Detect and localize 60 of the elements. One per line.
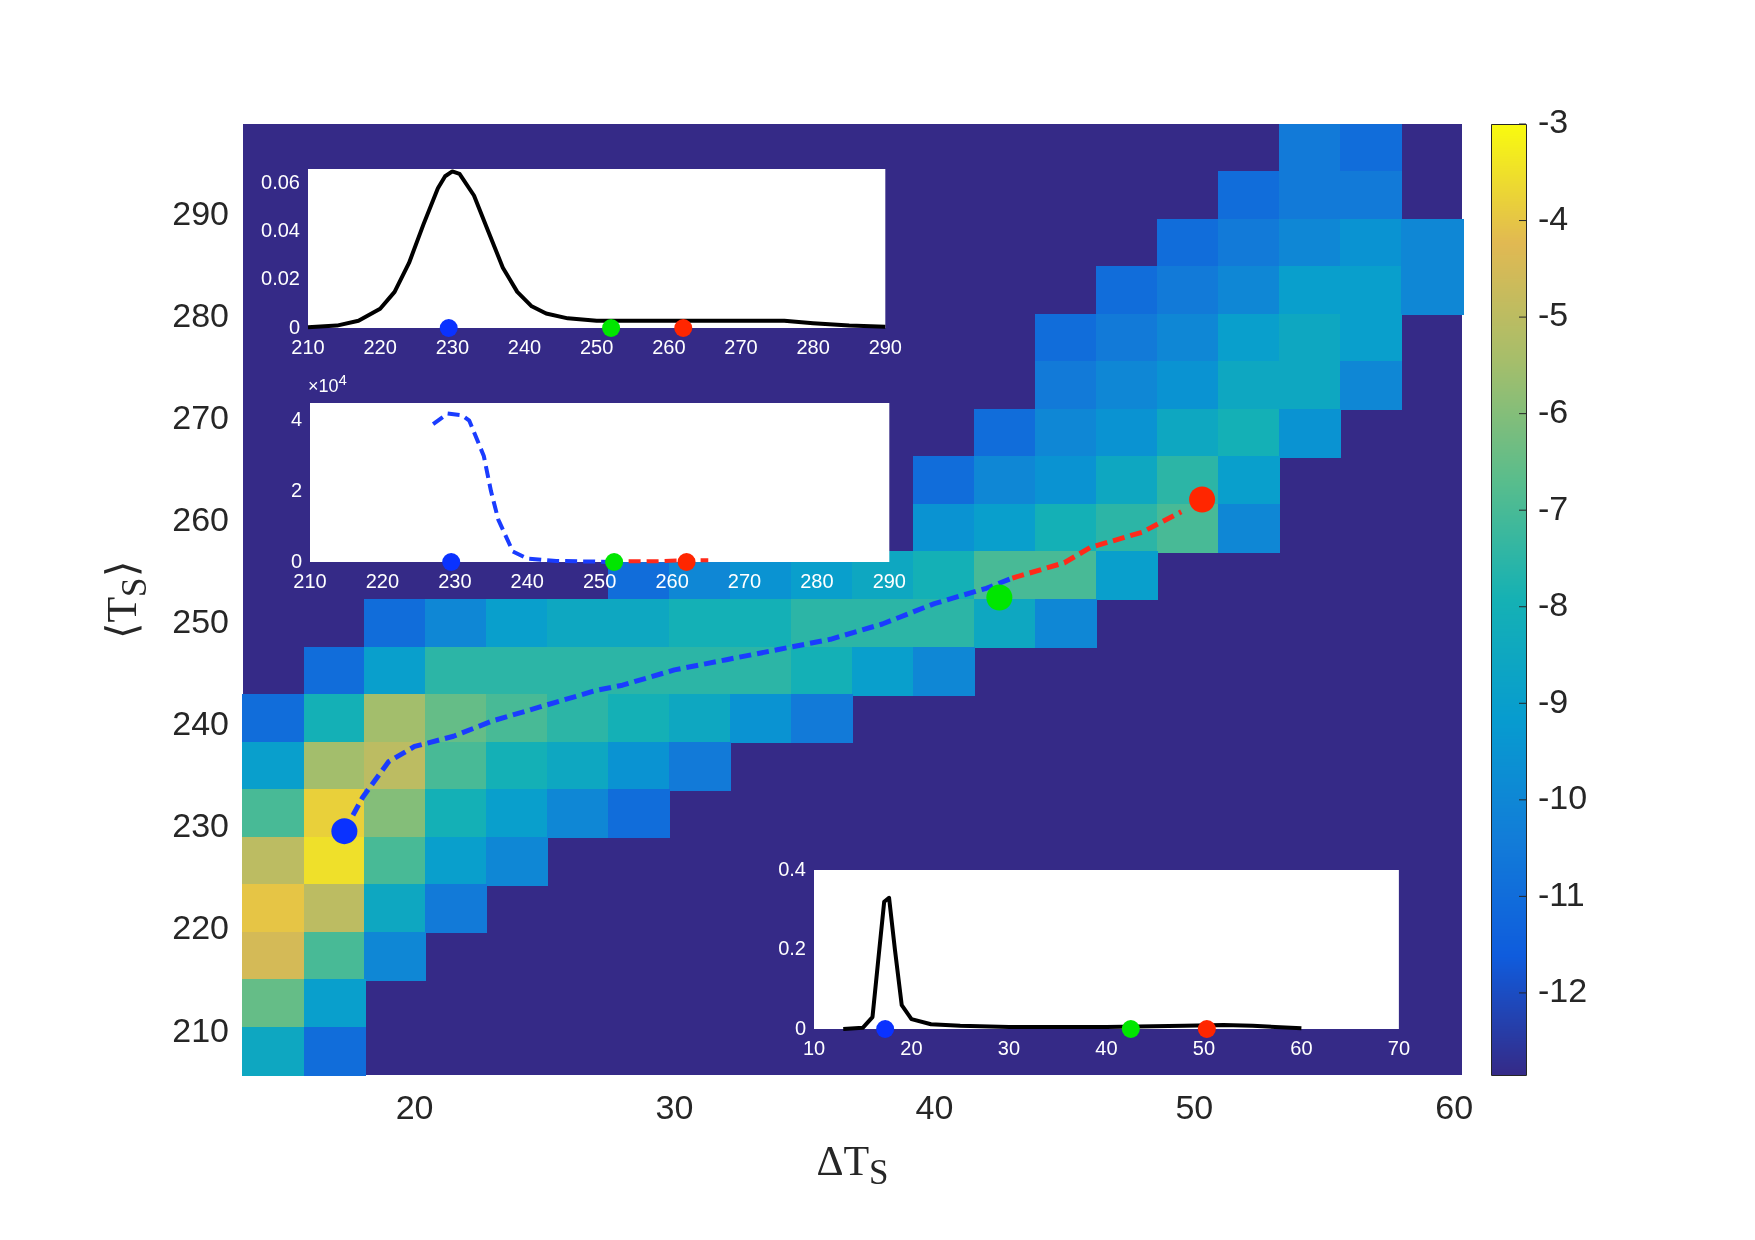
color-bar-label: -5: [1538, 295, 1569, 334]
x-tick-label: 60: [1435, 1087, 1474, 1126]
x-tick-label: 20: [395, 1087, 434, 1126]
x-tick-label: 290: [872, 569, 906, 592]
x-axis-title: ΔT$_{S}$: [815, 1137, 890, 1194]
x-tick-label: 230: [438, 569, 472, 592]
x-tick-label: 280: [800, 569, 834, 592]
x-tick-label: 40: [1095, 1036, 1118, 1059]
y-tick-label: 220: [172, 908, 229, 947]
y-tick-label: 270: [172, 398, 229, 437]
color-bar-label: -12: [1538, 971, 1588, 1010]
x-tick-label: 270: [727, 569, 762, 592]
x-tick-label: 220: [363, 335, 397, 358]
x-tick-label: 20: [900, 1036, 923, 1059]
y-tick-label: 240: [172, 704, 229, 743]
point: [986, 584, 1013, 611]
x-tick-label: 240: [507, 335, 542, 358]
point: [331, 818, 358, 845]
color-bar-label: -4: [1538, 198, 1569, 237]
color-bar-label: -11: [1538, 874, 1585, 913]
y-tick-label: 4: [290, 408, 302, 431]
x-tick-label: 290: [868, 335, 902, 358]
y-tick-label: 230: [172, 806, 229, 845]
y-tick-label: 0.06: [261, 170, 300, 193]
y-tick-label: 2: [290, 478, 302, 501]
y-tick-label: 260: [172, 500, 229, 539]
y-tick-label: 0.2: [778, 937, 806, 960]
x-tick-label: 50: [1192, 1036, 1216, 1059]
y-tick-label: 0.04: [261, 219, 300, 242]
x-tick-label: 40: [915, 1087, 954, 1126]
x-tick-label: 30: [655, 1087, 694, 1126]
y-tick-label: 290: [172, 194, 229, 233]
color-bar-label: -6: [1538, 392, 1569, 431]
color-bar-label: -7: [1538, 488, 1569, 527]
y-tick-label: 250: [172, 602, 229, 641]
x-tick-label: 280: [796, 335, 830, 358]
x-tick-label: 260: [652, 335, 686, 358]
point: [1189, 486, 1216, 513]
x-tick-label: 10: [802, 1036, 826, 1059]
x-tick-label: 30: [997, 1036, 1021, 1059]
color-bar-label: -10: [1538, 778, 1588, 817]
y-tick-label: 0: [290, 549, 302, 572]
color-bar-label: -8: [1538, 585, 1569, 624]
x-tick-label: 240: [510, 569, 544, 592]
x-tick-label: 250: [582, 569, 617, 592]
x-tick-label: 250: [579, 335, 614, 358]
color-bar-label: -9: [1538, 681, 1569, 720]
x-tick-label: 230: [435, 335, 470, 358]
x-tick-label: 70: [1387, 1036, 1410, 1059]
y-tick-label: 0.02: [261, 267, 300, 290]
x-tick-label: 260: [655, 569, 689, 592]
color-bar-label: -3: [1538, 102, 1569, 141]
annotation: ×10$^{4}$: [308, 371, 347, 397]
y-tick-label: 0: [288, 315, 300, 338]
y-tick-label: 0.4: [778, 857, 806, 880]
x-tick-label: 220: [365, 569, 400, 592]
x-tick-label: 270: [724, 335, 758, 358]
x-tick-label: 50: [1175, 1087, 1214, 1126]
y-tick-label: 0: [794, 1016, 806, 1039]
x-tick-label: 60: [1290, 1036, 1313, 1059]
